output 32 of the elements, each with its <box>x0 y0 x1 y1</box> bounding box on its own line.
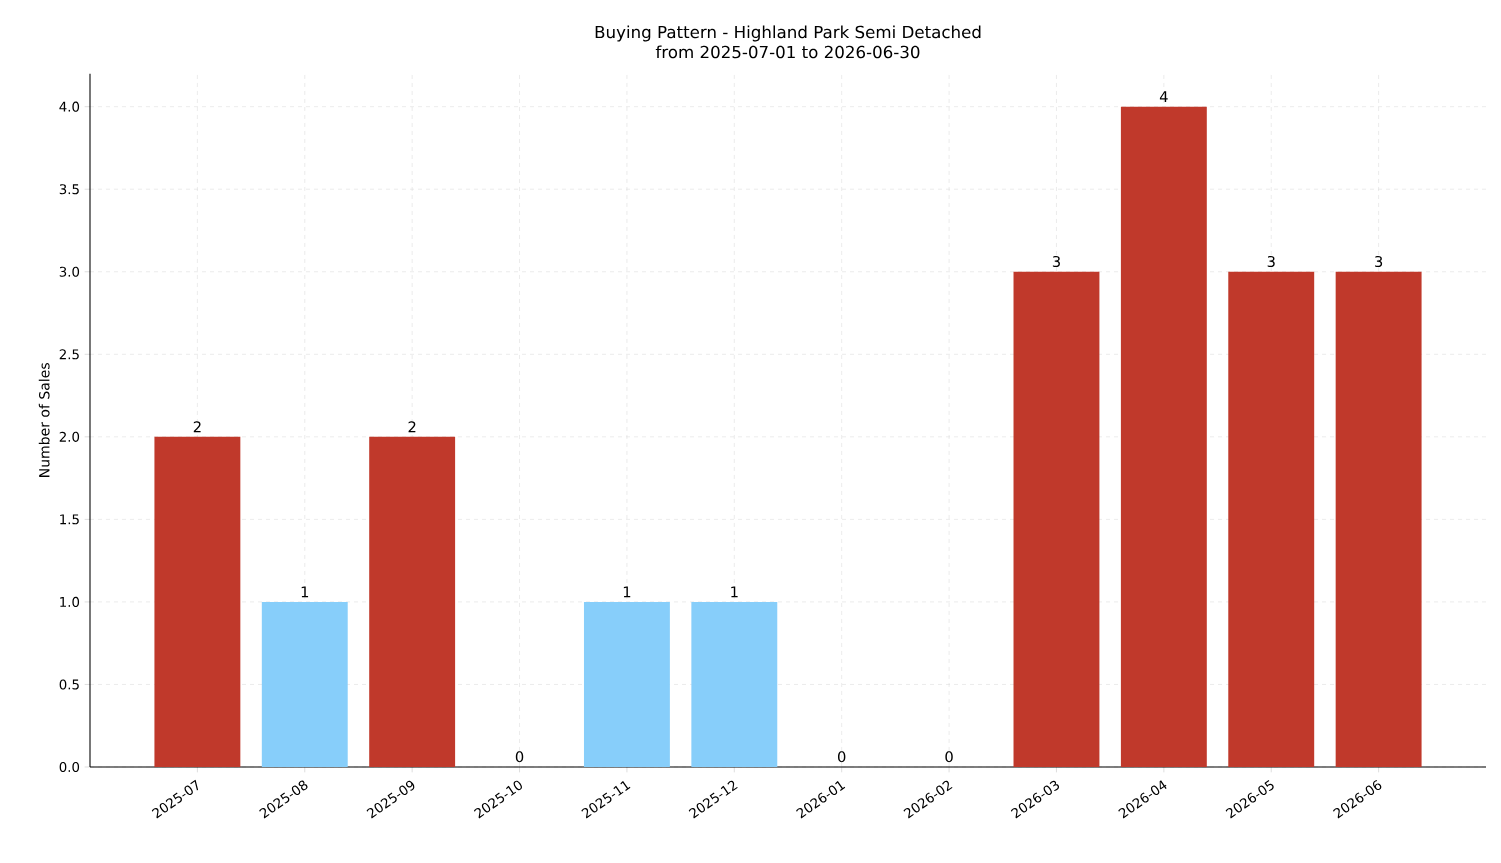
y-tick-label: 4.0 <box>59 101 80 112</box>
data-label: 0 <box>515 751 524 763</box>
data-label: 3 <box>1375 255 1383 268</box>
data-label: 3 <box>1267 255 1275 268</box>
data-label: 1 <box>731 586 738 598</box>
data-label: 2 <box>193 421 201 433</box>
y-tick-label: 1.0 <box>60 596 80 607</box>
data-label: 1 <box>301 586 309 598</box>
y-tick-label: 2.0 <box>59 431 80 442</box>
y-tick-label: 2.5 <box>59 349 79 360</box>
y-tick-label: 0.0 <box>59 761 80 773</box>
data-label: 4 <box>1159 91 1168 102</box>
y-tick-label: 3.5 <box>59 184 79 195</box>
data-label: 0 <box>945 751 953 763</box>
data-label: 2 <box>408 421 416 433</box>
bar <box>1120 106 1207 767</box>
y-tick-label: 3.0 <box>59 266 80 277</box>
y-axis-title: Number of Sales <box>38 363 50 477</box>
y-tick-label: 1.5 <box>60 514 79 525</box>
bar <box>691 601 778 767</box>
bar <box>261 601 348 767</box>
data-label: 0 <box>837 751 846 763</box>
data-label: 1 <box>623 586 631 598</box>
bar <box>583 601 670 767</box>
data-label: 3 <box>1052 255 1060 268</box>
bar <box>369 436 456 767</box>
bar <box>1013 271 1100 767</box>
bar <box>1335 271 1422 767</box>
chart-title: Buying Pattern - Highland Park Semi Detached from 2025-07-01 to 2026-06-30 <box>595 25 981 59</box>
bar <box>154 436 241 767</box>
bar <box>1228 271 1315 767</box>
y-tick-label: 0.5 <box>59 679 79 690</box>
